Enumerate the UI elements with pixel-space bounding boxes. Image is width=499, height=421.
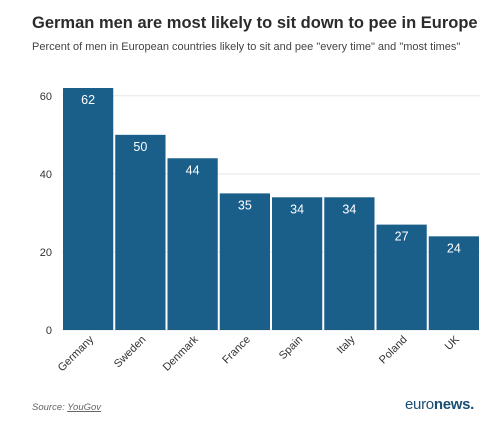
x-axis-ticks: Germany Sweden Denmark France Spain Italy Pola…	[56, 333, 463, 374]
y-tick-label: 60	[40, 91, 52, 103]
bar-value-label: 62	[81, 93, 95, 107]
x-tick-label: Poland	[377, 334, 410, 367]
x-tick-label: France	[220, 334, 253, 367]
source-link[interactable]: YouGov	[67, 402, 102, 413]
euronews-logo: euronews.	[405, 396, 474, 413]
bar-poland	[376, 224, 427, 330]
bar-value-labels: 62 50 44 35 34 34 27 24	[81, 93, 461, 255]
bar-value-label: 34	[342, 202, 356, 216]
bar-value-label: 27	[395, 230, 409, 244]
brand-part-1: euro	[405, 396, 434, 413]
x-tick-label: Denmark	[161, 333, 201, 373]
brand-part-2: news	[433, 396, 471, 413]
chart-subtitle: Percent of men in European countries lik…	[32, 41, 461, 53]
bar-value-label: 34	[290, 202, 304, 216]
bar-spain	[272, 197, 323, 330]
bar-value-label: 24	[447, 241, 461, 255]
source-note: Source: YouGov	[32, 402, 101, 413]
bar-germany	[63, 88, 114, 330]
y-axis-ticks: 0 20 40 60	[40, 91, 52, 337]
y-tick-label: 20	[40, 247, 52, 259]
bar-italy	[324, 197, 375, 330]
x-tick-label: Germany	[56, 333, 97, 374]
source-prefix: Source:	[32, 402, 68, 413]
bars	[63, 88, 479, 330]
bar-value-label: 44	[186, 163, 200, 177]
x-tick-label: Italy	[335, 333, 358, 356]
x-tick-label: UK	[443, 333, 463, 353]
chart-title: German men are most likely to sit down t…	[32, 14, 478, 32]
bar-uk	[428, 236, 479, 330]
bar-france	[219, 193, 270, 330]
bar-value-label: 35	[238, 198, 252, 212]
y-tick-label: 0	[46, 325, 52, 337]
bar-denmark	[167, 158, 218, 330]
x-tick-label: Sweden	[112, 334, 149, 371]
brand-dot: .	[470, 396, 475, 413]
y-tick-label: 40	[40, 169, 52, 181]
bar-value-label: 50	[133, 140, 147, 154]
x-tick-label: Spain	[277, 334, 305, 362]
bar-sweden	[115, 134, 166, 330]
